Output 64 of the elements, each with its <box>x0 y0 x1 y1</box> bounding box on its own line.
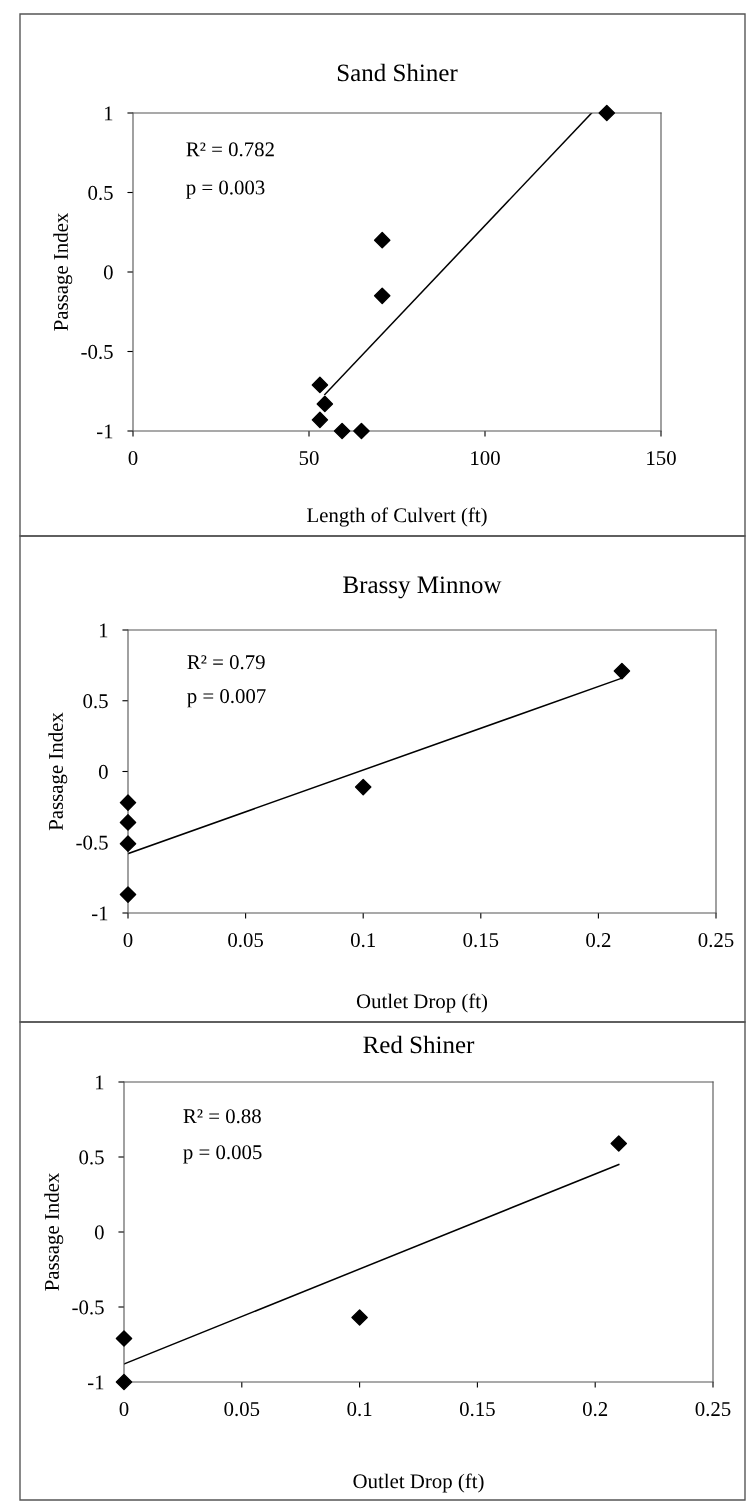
point <box>115 1373 133 1391</box>
point <box>613 662 631 680</box>
x-tick-label: 0.05 <box>228 933 264 948</box>
y-tick-label: 0.5 <box>83 694 108 709</box>
y-tick-label: 0.5 <box>79 1150 104 1165</box>
point <box>311 411 329 429</box>
annotation: R² = 0.88 <box>183 1109 261 1124</box>
x-tick-label: 0.2 <box>586 933 611 948</box>
point <box>311 376 329 394</box>
point <box>598 104 616 122</box>
point <box>115 1330 133 1347</box>
x-tick-label: 100 <box>471 451 500 466</box>
y-tick-label: -1 <box>96 424 113 439</box>
chart-title: Red Shiner <box>363 1035 475 1054</box>
x-tick-label: 0.25 <box>698 933 734 948</box>
y-tick-label: -0.5 <box>76 835 108 850</box>
x-tick-label: 0 <box>123 933 133 948</box>
y-tick-label: -0.5 <box>72 1300 104 1315</box>
annotation: p = 0.005 <box>183 1145 262 1164</box>
x-tick-label: 0.15 <box>459 1402 495 1417</box>
point <box>333 422 351 440</box>
point <box>119 886 137 903</box>
y-tick-label: 1 <box>99 623 108 638</box>
point <box>316 395 334 413</box>
y-tick-label: 0.5 <box>88 185 113 201</box>
x-tick-label: 0.15 <box>463 933 499 948</box>
x-tick-label: 0.1 <box>347 1402 372 1417</box>
x-tick-label: 0 <box>128 451 138 466</box>
y-axis-title: Passage Index <box>48 712 68 831</box>
point <box>119 794 137 811</box>
point <box>354 778 372 796</box>
x-tick-label: 0.05 <box>224 1402 260 1417</box>
point <box>119 814 137 831</box>
annotation: R² = 0.782 <box>186 142 274 157</box>
annotation: R² = 0.79 <box>187 655 265 670</box>
chart-title: Sand Shiner <box>337 63 458 82</box>
chart-title: Brassy Minnow <box>343 576 502 599</box>
x-axis-title: Length of Culvert (ft) <box>307 507 487 527</box>
y-tick-label: 0 <box>103 265 113 280</box>
y-tick-label: 0 <box>98 764 108 779</box>
x-tick-label: 150 <box>647 451 676 466</box>
y-axis-title: Passage Index <box>53 212 73 331</box>
x-tick-label: 0.1 <box>350 933 375 948</box>
point <box>351 1309 368 1326</box>
point <box>373 231 391 249</box>
y-tick-label: 1 <box>95 1075 104 1090</box>
annotation: p = 0.003 <box>186 180 265 199</box>
x-tick-label: 0.25 <box>695 1402 731 1417</box>
x-tick-label: 0.2 <box>582 1402 608 1417</box>
y-tick-label: -1 <box>87 1375 104 1390</box>
point <box>610 1135 628 1152</box>
y-tick-label: -0.5 <box>81 344 113 360</box>
y-tick-label: -1 <box>91 906 108 921</box>
point <box>119 835 137 852</box>
x-axis-title: Outlet Drop (ft) <box>356 993 488 1013</box>
annotation: p = 0.007 <box>187 689 266 708</box>
x-axis-title: Outlet Drop (ft) <box>353 1473 484 1493</box>
point <box>353 422 370 440</box>
x-tick-label: 50 <box>299 451 319 466</box>
point <box>373 287 391 305</box>
y-tick-label: 1 <box>104 106 113 121</box>
y-tick-label: 0 <box>94 1225 104 1240</box>
x-tick-label: 0 <box>119 1402 129 1417</box>
y-axis-title: Passage Index <box>44 1172 64 1291</box>
